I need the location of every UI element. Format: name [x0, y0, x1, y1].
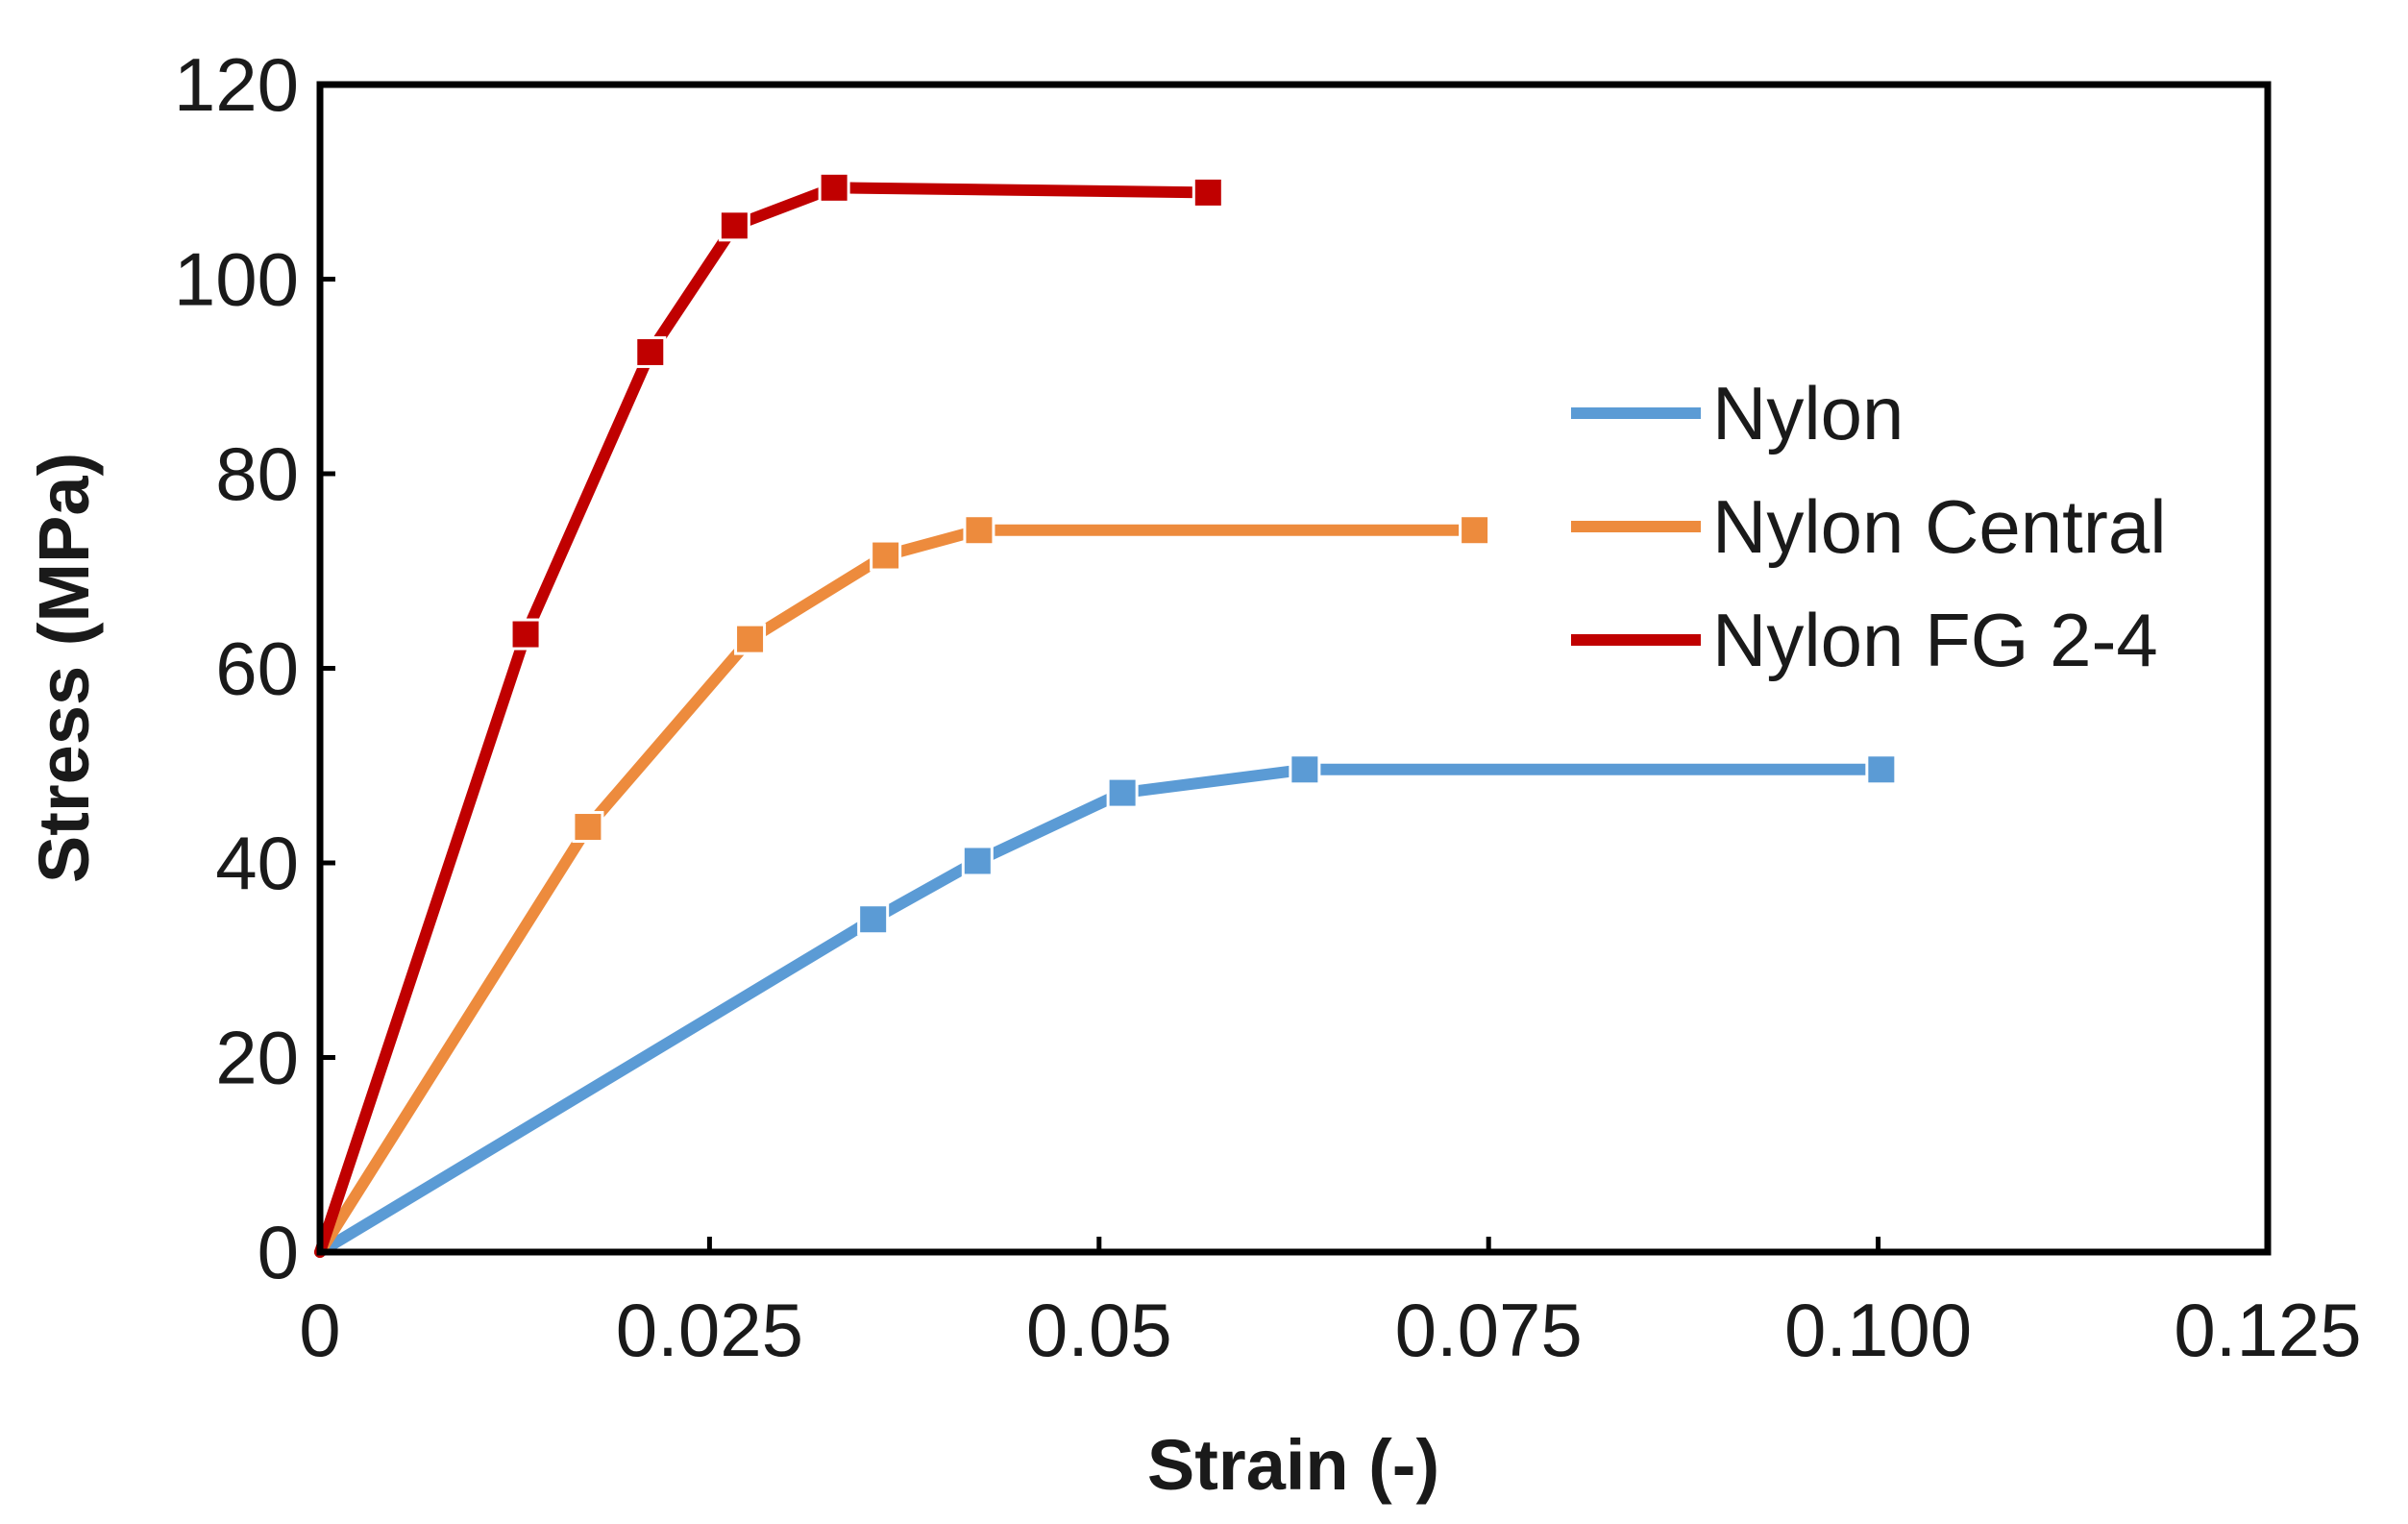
data-point — [509, 618, 542, 651]
legend-label: Nylon Central — [1712, 484, 2167, 569]
y-tick-label: 20 — [215, 1016, 299, 1100]
legend-label: Nylon — [1712, 371, 1904, 455]
data-point — [857, 903, 890, 936]
data-point — [961, 845, 994, 877]
data-point — [718, 209, 750, 242]
data-point — [572, 811, 604, 844]
data-point — [870, 539, 902, 572]
x-tick-label: 0 — [299, 1288, 340, 1372]
series-3 — [314, 171, 1224, 1258]
x-tick-label: 0.05 — [1026, 1288, 1172, 1372]
data-point — [1459, 514, 1491, 547]
series-line — [314, 763, 1887, 1258]
series-layer — [314, 171, 1898, 1258]
data-point — [1289, 753, 1321, 786]
y-tick-label: 60 — [215, 627, 299, 711]
series-1 — [314, 753, 1898, 1258]
data-point — [1192, 176, 1224, 209]
data-point — [1865, 753, 1898, 786]
data-point — [634, 335, 667, 368]
legend: Nylon Nylon Central Nylon FG 2-4 — [1571, 371, 2167, 682]
y-tick-label: 100 — [174, 237, 299, 322]
x-tick-label: 0.100 — [1784, 1288, 1972, 1372]
x-axis-ticks: 0 0.025 0.05 0.075 0.100 0.125 — [299, 1237, 2362, 1372]
y-tick-label: 40 — [215, 821, 299, 905]
data-point — [734, 623, 767, 655]
x-axis-title: Strain (-) — [1147, 1425, 1439, 1505]
x-tick-label: 0.125 — [2174, 1288, 2361, 1372]
x-tick-label: 0.075 — [1395, 1288, 1583, 1372]
series-line — [314, 524, 1481, 1258]
y-tick-label: 0 — [258, 1210, 299, 1294]
series-line — [314, 182, 1215, 1258]
data-point — [818, 171, 850, 204]
series-2 — [314, 514, 1491, 1258]
x-tick-label: 0.025 — [616, 1288, 803, 1372]
legend-label: Nylon FG 2-4 — [1712, 598, 2158, 682]
data-point — [963, 514, 995, 547]
y-tick-label: 80 — [215, 431, 299, 516]
y-axis-title: Stress (MPa) — [24, 453, 104, 883]
y-tick-label: 120 — [174, 42, 299, 127]
data-point — [1106, 776, 1139, 809]
y-axis-ticks: 0 20 40 60 80 100 120 — [174, 42, 335, 1294]
